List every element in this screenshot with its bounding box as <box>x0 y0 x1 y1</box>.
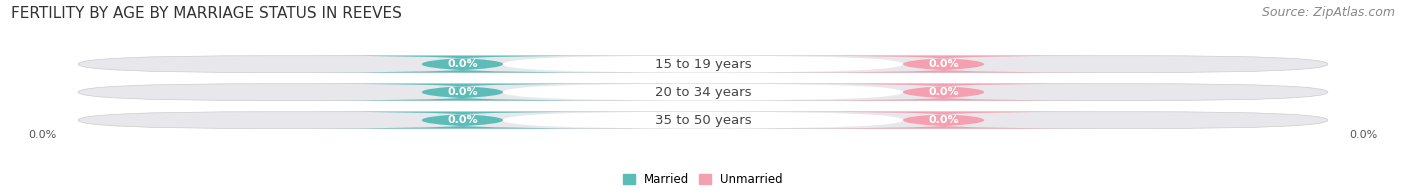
FancyBboxPatch shape <box>79 112 1327 129</box>
Text: FERTILITY BY AGE BY MARRIAGE STATUS IN REEVES: FERTILITY BY AGE BY MARRIAGE STATUS IN R… <box>11 6 402 21</box>
FancyBboxPatch shape <box>797 112 1091 129</box>
FancyBboxPatch shape <box>797 56 1091 73</box>
Text: 15 to 19 years: 15 to 19 years <box>655 58 751 71</box>
FancyBboxPatch shape <box>315 112 609 129</box>
FancyBboxPatch shape <box>315 84 609 101</box>
Text: 0.0%: 0.0% <box>1350 130 1378 140</box>
Text: 0.0%: 0.0% <box>928 59 959 69</box>
Text: 0.0%: 0.0% <box>447 115 478 125</box>
Text: 35 to 50 years: 35 to 50 years <box>655 114 751 127</box>
FancyBboxPatch shape <box>79 56 1327 73</box>
FancyBboxPatch shape <box>79 84 1327 101</box>
Text: 0.0%: 0.0% <box>28 130 56 140</box>
FancyBboxPatch shape <box>503 56 903 73</box>
Text: 0.0%: 0.0% <box>928 87 959 97</box>
Text: 20 to 34 years: 20 to 34 years <box>655 86 751 99</box>
Text: 0.0%: 0.0% <box>928 115 959 125</box>
Text: 0.0%: 0.0% <box>447 59 478 69</box>
Legend: Married, Unmarried: Married, Unmarried <box>623 173 783 186</box>
Text: Source: ZipAtlas.com: Source: ZipAtlas.com <box>1261 6 1395 19</box>
Text: 0.0%: 0.0% <box>447 87 478 97</box>
FancyBboxPatch shape <box>315 56 609 73</box>
FancyBboxPatch shape <box>503 84 903 101</box>
FancyBboxPatch shape <box>797 84 1091 101</box>
FancyBboxPatch shape <box>503 112 903 129</box>
